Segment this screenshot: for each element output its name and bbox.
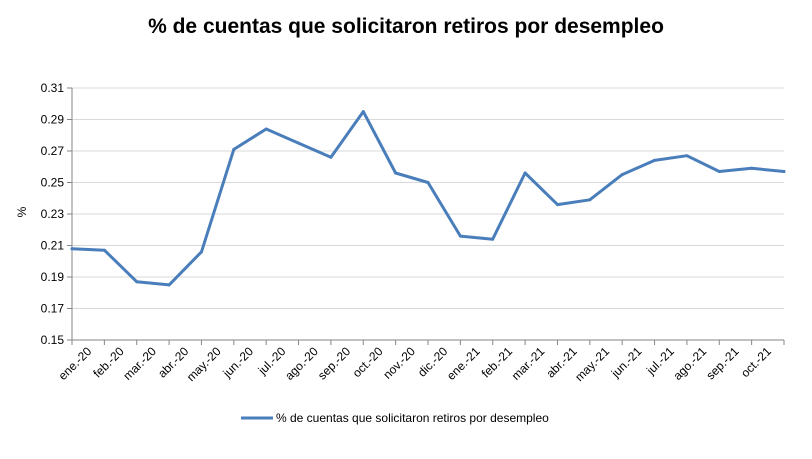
data-point — [523, 171, 527, 175]
x-tick-label: nov.-20 — [380, 344, 418, 382]
data-point — [70, 247, 74, 251]
x-tick-label: jun.-20 — [220, 344, 257, 381]
data-point — [102, 248, 106, 252]
data-point — [782, 170, 786, 173]
data-point — [556, 203, 559, 207]
axes — [67, 87, 785, 345]
data-point — [394, 171, 398, 175]
x-tick-label: sep.-20 — [315, 344, 353, 382]
y-tick-label: 0.31 — [41, 81, 65, 95]
data-point — [620, 173, 624, 177]
x-tick-label: may.-20 — [184, 344, 224, 384]
x-tick-label: oct.-20 — [350, 344, 386, 380]
y-tick-label: 0.17 — [41, 302, 65, 316]
data-point — [135, 280, 139, 284]
x-tick-label: mar.-21 — [509, 344, 548, 383]
x-tick-label: mar.-20 — [120, 344, 159, 383]
y-axis-label: % — [15, 206, 29, 217]
y-tick-label: 0.27 — [41, 144, 65, 158]
data-point — [297, 141, 300, 145]
data-point — [750, 166, 754, 170]
x-tick-label: ago.-20 — [282, 344, 321, 383]
data-point — [200, 250, 203, 254]
data-point — [167, 283, 171, 287]
data-point — [491, 237, 495, 241]
x-tick-label: ene.-20 — [56, 344, 95, 383]
data-point — [361, 110, 365, 114]
y-tick-label: 0.21 — [41, 239, 65, 253]
series-line — [70, 110, 786, 287]
series-lines — [70, 110, 786, 287]
data-point — [232, 147, 236, 151]
data-point — [588, 198, 592, 202]
y-tick-labels: 0.31 0.29 0.27 0.25 0.23 0.21 0.19 0.17 0.15 — [41, 81, 65, 347]
y-tick-label: 0.25 — [41, 176, 65, 190]
chart-title: % de cuentas que solicitaron retiros por… — [148, 15, 664, 38]
y-tick-label: 0.15 — [41, 333, 65, 347]
data-point — [717, 170, 721, 173]
x-tick-label: ene.-21 — [444, 344, 483, 383]
y-tick-label: 0.19 — [41, 270, 65, 284]
x-tick-label: ago.-21 — [671, 344, 710, 383]
x-tick-label: jun.-21 — [608, 344, 645, 381]
data-point — [653, 158, 656, 162]
x-tick-label: oct.-21 — [738, 344, 774, 380]
legend-label: % de cuentas que solicitaron retiros por… — [276, 411, 549, 425]
y-tick-label: 0.23 — [41, 207, 65, 221]
x-tick-label: sep.-21 — [703, 344, 741, 382]
data-point — [329, 155, 333, 159]
y-tick-label: 0.29 — [41, 113, 65, 127]
x-tick-label: may.-21 — [572, 344, 612, 384]
data-point — [458, 234, 462, 238]
data-point — [685, 154, 689, 158]
legend: % de cuentas que solicitaron retiros por… — [241, 411, 549, 425]
data-point — [426, 181, 430, 184]
x-tick-labels: ene.-20feb.-20mar.-20abr.-20may.-20jun.-… — [56, 344, 775, 384]
data-point — [264, 127, 268, 131]
